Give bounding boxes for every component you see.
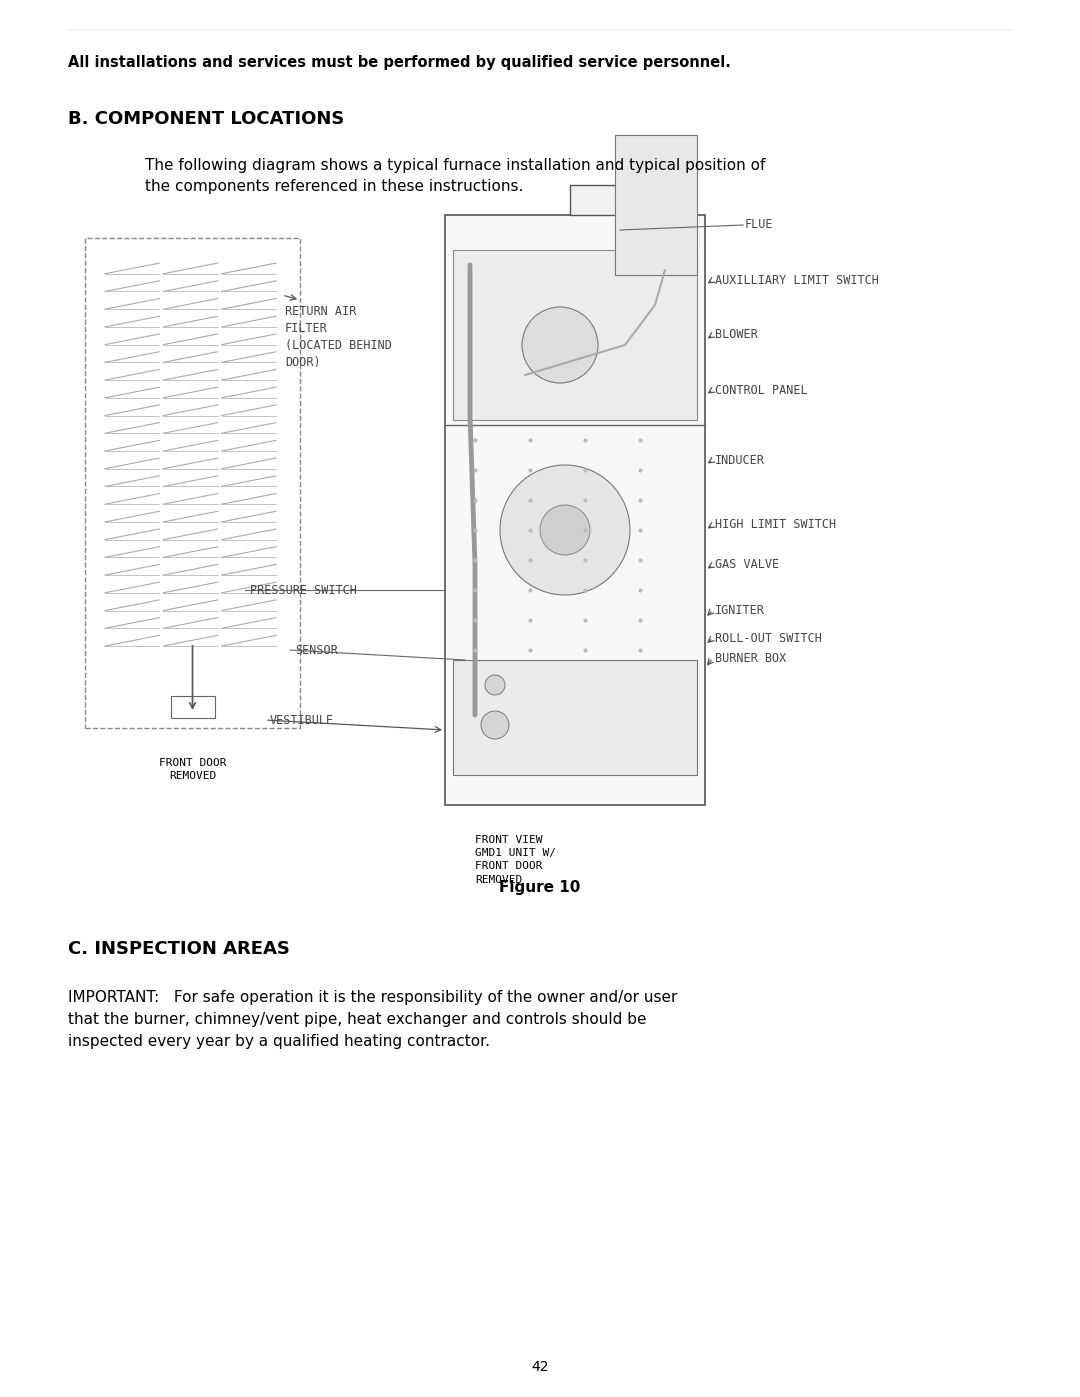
Text: HIGH LIMIT SWITCH: HIGH LIMIT SWITCH bbox=[715, 518, 836, 531]
Circle shape bbox=[500, 465, 630, 595]
Circle shape bbox=[522, 307, 598, 383]
Text: IMPORTANT:   For safe operation it is the responsibility of the owner and/or use: IMPORTANT: For safe operation it is the … bbox=[68, 990, 677, 1049]
Text: VESTIBULE: VESTIBULE bbox=[270, 714, 334, 726]
Text: B. COMPONENT LOCATIONS: B. COMPONENT LOCATIONS bbox=[68, 110, 345, 129]
Text: AUXILLIARY LIMIT SWITCH: AUXILLIARY LIMIT SWITCH bbox=[715, 274, 879, 286]
Text: PRESSURE SWITCH: PRESSURE SWITCH bbox=[249, 584, 356, 597]
Text: RETURN AIR
FILTER
(LOCATED BEHIND
DOOR): RETURN AIR FILTER (LOCATED BEHIND DOOR) bbox=[285, 305, 392, 369]
Text: ROLL-OUT SWITCH: ROLL-OUT SWITCH bbox=[715, 631, 822, 644]
Bar bbox=[445, 215, 705, 805]
Text: CONTROL PANEL: CONTROL PANEL bbox=[715, 384, 808, 397]
Text: BURNER BOX: BURNER BOX bbox=[715, 651, 786, 665]
Text: SENSOR: SENSOR bbox=[295, 644, 338, 657]
Text: 42: 42 bbox=[531, 1361, 549, 1375]
Text: INDUCER: INDUCER bbox=[715, 454, 765, 467]
Circle shape bbox=[485, 675, 505, 694]
Bar bbox=[453, 250, 697, 420]
Bar bbox=[171, 696, 215, 718]
Bar bbox=[570, 184, 620, 215]
Text: The following diagram shows a typical furnace installation and typical position : The following diagram shows a typical fu… bbox=[145, 158, 766, 194]
Bar bbox=[453, 659, 697, 775]
Text: Figure 10: Figure 10 bbox=[499, 880, 581, 895]
Text: FLUE: FLUE bbox=[745, 218, 773, 232]
Text: FRONT DOOR
REMOVED: FRONT DOOR REMOVED bbox=[159, 759, 226, 781]
Text: FRONT VIEW
GMD1 UNIT W/
FRONT DOOR
REMOVED: FRONT VIEW GMD1 UNIT W/ FRONT DOOR REMOV… bbox=[475, 835, 556, 884]
Text: GAS VALVE: GAS VALVE bbox=[715, 559, 779, 571]
Text: BLOWER: BLOWER bbox=[715, 328, 758, 341]
Circle shape bbox=[540, 504, 590, 555]
Bar bbox=[85, 237, 300, 728]
Text: C. INSPECTION AREAS: C. INSPECTION AREAS bbox=[68, 940, 289, 958]
Text: IGNITER: IGNITER bbox=[715, 604, 765, 616]
Circle shape bbox=[481, 711, 509, 739]
Text: All installations and services must be performed by qualified service personnel.: All installations and services must be p… bbox=[68, 54, 731, 70]
Bar bbox=[615, 136, 697, 275]
